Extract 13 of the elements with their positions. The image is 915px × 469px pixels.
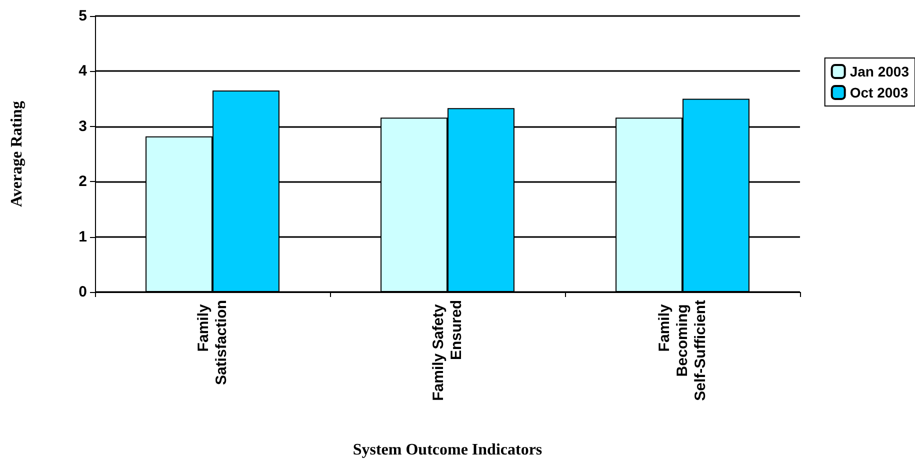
legend-label: Jan 2003: [850, 64, 910, 80]
y-tick-label: 3: [78, 118, 87, 135]
x-tick-label: Family Becoming Self-Sufficient: [656, 300, 709, 401]
y-tick-label: 4: [78, 62, 88, 80]
x-axis-title: System Outcome Indicators: [352, 442, 542, 458]
x-tick-label: Family Satisfaction: [195, 300, 230, 386]
x-tick-label: Family Safety Ensured: [430, 300, 465, 401]
y-tick-label: 0: [78, 284, 87, 300]
y-tick-label: 5: [78, 8, 87, 24]
y-tick-label: 2: [78, 173, 87, 190]
y-axis-title: Average Rating: [8, 101, 26, 207]
legend-label: Oct 2003: [850, 84, 908, 100]
y-tick-label: 1: [78, 228, 87, 246]
